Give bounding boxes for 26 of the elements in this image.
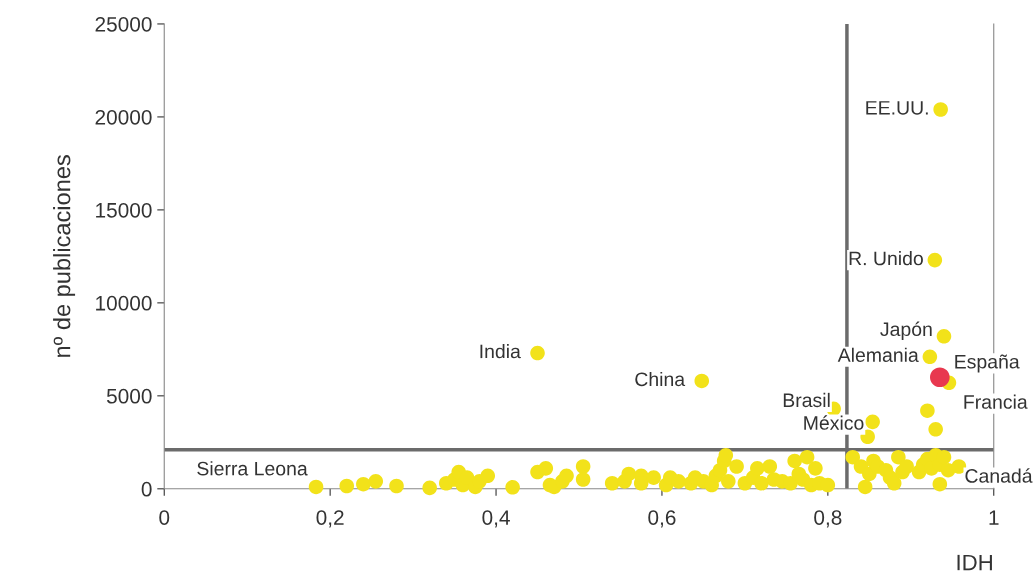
x-tick-label: 0,4 — [482, 510, 510, 528]
x-tick-label: 0,8 — [814, 510, 842, 528]
y-tick-label: 20000 — [95, 109, 152, 125]
x-tick-label: 0 — [159, 510, 170, 525]
annotation: Japón — [880, 321, 932, 340]
annotation: Francia — [964, 394, 1028, 409]
annotation: EE.UU. — [866, 101, 928, 115]
annotation: Sierra Leona — [197, 461, 308, 476]
annotation: Brasil — [783, 392, 830, 408]
annotation: R. Unido — [849, 251, 923, 266]
x-tick-label: 0,6 — [648, 510, 676, 528]
x-tick-label: 1 — [989, 510, 999, 525]
y-tick-label: 5000 — [106, 388, 152, 404]
annotation: México — [804, 415, 864, 430]
x-tick-label: 0,2 — [316, 510, 344, 528]
y-axis-title: nº de publicaciones — [53, 155, 76, 357]
y-tick-label: 0 — [141, 481, 152, 497]
annotation: Alemania — [837, 347, 919, 363]
annotation: India — [480, 344, 521, 359]
y-tick-label: 25000 — [95, 16, 152, 32]
annotation: China — [635, 371, 686, 387]
y-tick-label: 15000 — [96, 202, 152, 218]
y-tick-label: 10000 — [96, 295, 152, 311]
annotation: Canadá — [965, 468, 1033, 483]
annotation: España — [955, 354, 1020, 373]
x-axis-title: IDH — [957, 554, 992, 571]
